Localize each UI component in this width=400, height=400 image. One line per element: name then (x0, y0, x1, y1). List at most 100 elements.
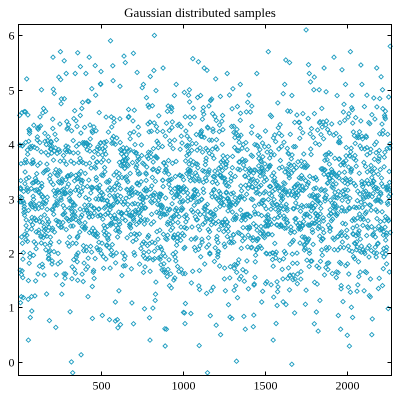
data-point (361, 180, 368, 187)
data-point (265, 231, 272, 237)
data-point (69, 275, 75, 282)
data-point (262, 218, 269, 225)
data-point (270, 178, 277, 184)
data-point (267, 162, 274, 169)
data-point (69, 369, 76, 376)
data-point (355, 231, 362, 238)
data-point (277, 121, 283, 128)
data-point (373, 250, 380, 256)
data-point (17, 184, 24, 191)
data-point (204, 216, 210, 222)
data-point (229, 209, 236, 215)
data-point (231, 265, 238, 272)
data-point (275, 183, 282, 189)
data-point (173, 242, 180, 249)
data-point (204, 201, 211, 208)
data-point (99, 216, 106, 223)
data-point (19, 240, 26, 247)
data-point (242, 173, 248, 180)
data-point (121, 148, 128, 155)
data-point (135, 206, 142, 213)
data-point (239, 237, 246, 244)
data-point (28, 185, 35, 192)
data-point (161, 266, 167, 273)
data-point (348, 145, 355, 152)
data-point (246, 223, 253, 230)
data-point (366, 242, 373, 249)
data-point (257, 157, 264, 164)
data-point (375, 158, 382, 165)
x-tick-label: 1500 (254, 379, 278, 393)
data-point (188, 196, 194, 203)
data-point (323, 192, 330, 199)
data-point (274, 100, 281, 106)
data-point (244, 258, 250, 264)
data-point (61, 95, 68, 102)
data-point (39, 110, 46, 116)
data-point (220, 175, 227, 182)
data-point (30, 196, 37, 203)
data-point (40, 193, 46, 200)
data-point (314, 281, 321, 287)
data-point (22, 156, 29, 163)
data-point (193, 131, 200, 138)
data-point (355, 132, 361, 139)
data-point (182, 300, 189, 307)
data-point (256, 134, 263, 141)
data-point (161, 260, 167, 267)
data-point (362, 201, 368, 208)
data-point (212, 76, 219, 82)
data-point (382, 224, 388, 231)
data-point (317, 205, 324, 212)
data-point (74, 123, 80, 130)
data-point (153, 209, 160, 216)
data-point (17, 177, 24, 184)
data-point (56, 148, 63, 155)
data-point (331, 204, 338, 210)
data-point (113, 197, 119, 203)
data-point (247, 109, 254, 115)
data-point (127, 212, 134, 219)
data-point (362, 210, 369, 217)
data-point (355, 258, 362, 265)
data-point (331, 236, 338, 243)
data-point (341, 161, 348, 168)
data-point (305, 61, 312, 68)
data-point (219, 157, 226, 164)
data-point (42, 246, 49, 253)
data-point (151, 120, 158, 126)
data-point (383, 251, 389, 257)
data-point (311, 320, 318, 327)
data-point (72, 70, 79, 77)
data-point (359, 133, 365, 140)
data-point (344, 234, 350, 241)
data-point (295, 192, 302, 198)
data-point (43, 198, 50, 204)
data-point (258, 158, 265, 165)
data-point (76, 159, 82, 166)
data-point (242, 166, 249, 173)
data-point (342, 175, 349, 182)
data-point (162, 195, 169, 201)
data-point (74, 277, 81, 284)
data-point (180, 189, 187, 196)
data-point (169, 200, 175, 207)
data-point (219, 167, 226, 174)
data-point (142, 264, 148, 270)
data-point (262, 188, 269, 195)
data-point (274, 288, 281, 295)
data-point (368, 223, 375, 230)
data-point (213, 322, 220, 329)
data-point (319, 252, 326, 259)
data-point (47, 146, 54, 152)
data-point (109, 202, 116, 209)
data-point (162, 325, 168, 332)
data-point (291, 310, 298, 316)
data-point (371, 156, 378, 163)
data-point (314, 127, 321, 133)
data-point (336, 156, 343, 162)
data-point (235, 197, 242, 204)
data-point (214, 233, 220, 240)
data-point (365, 193, 372, 200)
data-point (159, 203, 166, 210)
